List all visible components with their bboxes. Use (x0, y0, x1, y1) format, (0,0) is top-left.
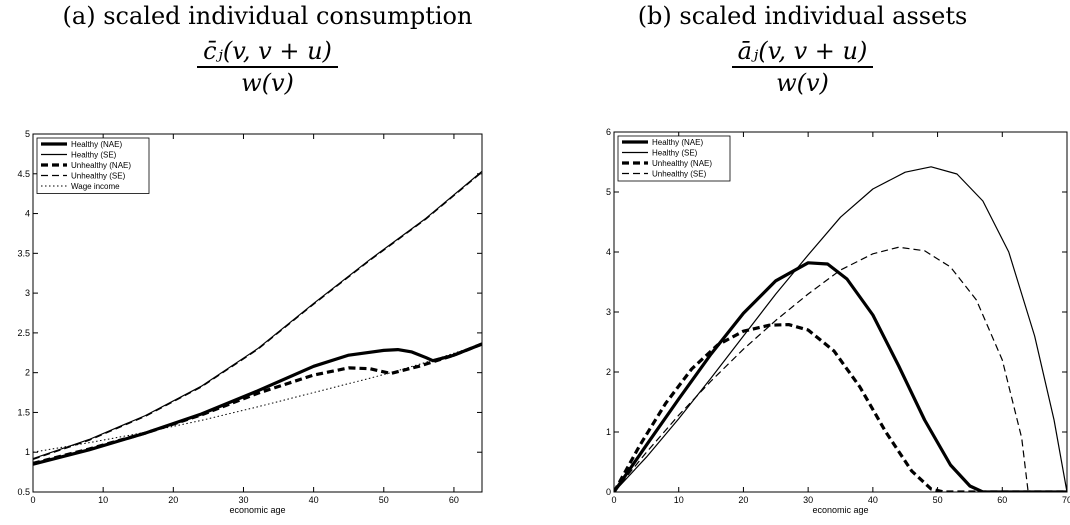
chart-a-y-tick-label: 1 (25, 447, 30, 457)
chart-a-series-wage-income (33, 343, 482, 453)
chart-b-y-tick-label: 3 (606, 307, 611, 317)
chart-a-axes-frame (32, 133, 483, 493)
chart-a-y-tick-label: 4 (25, 209, 30, 219)
chart-a-series-unhealthy-nae (33, 342, 482, 465)
chart-b-legend: Healthy (NAE) Healthy (SE)Unhealthy (NAE)… (617, 135, 731, 182)
chart-b-y-tick-label: 5 (606, 187, 611, 197)
chart-b-x-tick-label: 70 (1062, 495, 1070, 505)
chart-a-x-tick-label: 50 (379, 495, 389, 505)
panel-b-formula-denominator: w(v) (776, 69, 829, 97)
panel-a-title: (a) scaled individual consumption (62, 2, 473, 30)
chart-a-x-tick-label: 30 (238, 495, 248, 505)
chart-a-legend-entry: Healthy (NAE) (71, 140, 122, 149)
panel-b-formula: āⱼ(v, v + u) w(v) (535, 36, 1070, 98)
chart-a-x-tick-label: 0 (30, 495, 35, 505)
panel-a-formula-denominator: w(v) (241, 69, 294, 97)
chart-a-legend-entry: Unhealthy (SE) (71, 172, 126, 181)
chart-b-series-healthy-nae (614, 261, 1067, 492)
chart-a-y-tick-label: 1.5 (17, 407, 30, 417)
chart-b-x-tick-label: 0 (611, 495, 616, 505)
chart-b-x-axis-label: economic age (812, 505, 868, 515)
chart-a-y-tick-label: 3 (25, 288, 30, 298)
chart-b-series-healthy-se (614, 166, 1067, 492)
panel-b-title: (b) scaled individual assets (637, 2, 968, 30)
chart-b-x-tick-label: 30 (803, 495, 813, 505)
chart-b-y-tick-label: 0 (606, 487, 611, 497)
panel-a-formula: c̄ⱼ(v, v + u) w(v) (0, 36, 535, 98)
chart-b-axes-frame (613, 131, 1068, 493)
chart-a-series-unhealthy-se (33, 171, 482, 460)
chart-a-y-tick-label: 2 (25, 368, 30, 378)
chart-a-y-tick-label: 2.5 (17, 328, 30, 338)
chart-a-y-tick-label: 3.5 (17, 248, 30, 258)
chart-b-y-tick-label: 4 (606, 247, 611, 257)
chart-a-legend-entry: Wage income (71, 182, 120, 191)
chart-a-x-tick-label: 40 (309, 495, 319, 505)
panel-a: (a) scaled individual consumption c̄ⱼ(v,… (0, 2, 535, 515)
chart-a-x-tick-label: 60 (449, 495, 459, 505)
chart-b-legend-entry: Unhealthy (NAE) (652, 159, 712, 168)
chart-a-x-tick-label: 10 (98, 495, 108, 505)
chart-b-y-tick-label: 1 (606, 427, 611, 437)
chart-a-y-tick-label: 4.5 (17, 169, 30, 179)
chart-b-x-tick-label: 60 (997, 495, 1007, 505)
chart-b-legend-entry: Unhealthy (SE) (652, 170, 707, 179)
chart-a-legend: Healthy (NAE) Healthy (SE)Unhealthy (NAE)… (36, 137, 150, 194)
chart-a-series-healthy-se (33, 170, 482, 460)
chart-a-x-axis-label: economic age (229, 505, 285, 515)
chart-b-x-tick-label: 40 (868, 495, 878, 505)
chart-b-x-tick-label: 20 (738, 495, 748, 505)
chart-a-y-tick-label: 5 (25, 129, 30, 139)
consumption-chart: 0 10 20 30 40 50 60 0.5 1 1.5 2 2.5 3 3.5 4 4.5 5 economi… (17, 129, 483, 515)
chart-b-x-tick-label: 10 (674, 495, 684, 505)
assets-chart: 0 10 20 30 40 50 60 70 0 1 2 3 4 5 6 economic age Health… (606, 127, 1070, 515)
panel-a-formula-numerator: c̄ⱼ(v, v + u) (197, 36, 338, 68)
chart-a-y-tick-label: 0.5 (17, 487, 30, 497)
panel-b: (b) scaled individual assets āⱼ(v, v + u… (535, 0, 1070, 525)
chart-a-legend-entry: Healthy (SE) (71, 151, 117, 160)
chart-b-legend-entry: Healthy (NAE) (652, 138, 703, 147)
chart-a-x-tick-label: 20 (168, 495, 178, 505)
chart-b-x-tick-label: 50 (933, 495, 943, 505)
chart-b-series-unhealthy-se (614, 246, 1067, 492)
chart-b-legend-entry: Healthy (SE) (652, 149, 698, 158)
panel-b-formula-numerator: āⱼ(v, v + u) (731, 36, 874, 68)
chart-b-y-tick-label: 6 (606, 127, 611, 137)
chart-b-series-unhealthy-nae (614, 323, 1067, 492)
chart-a-legend-entry: Unhealthy (NAE) (71, 161, 131, 170)
chart-b-y-tick-label: 2 (606, 367, 611, 377)
